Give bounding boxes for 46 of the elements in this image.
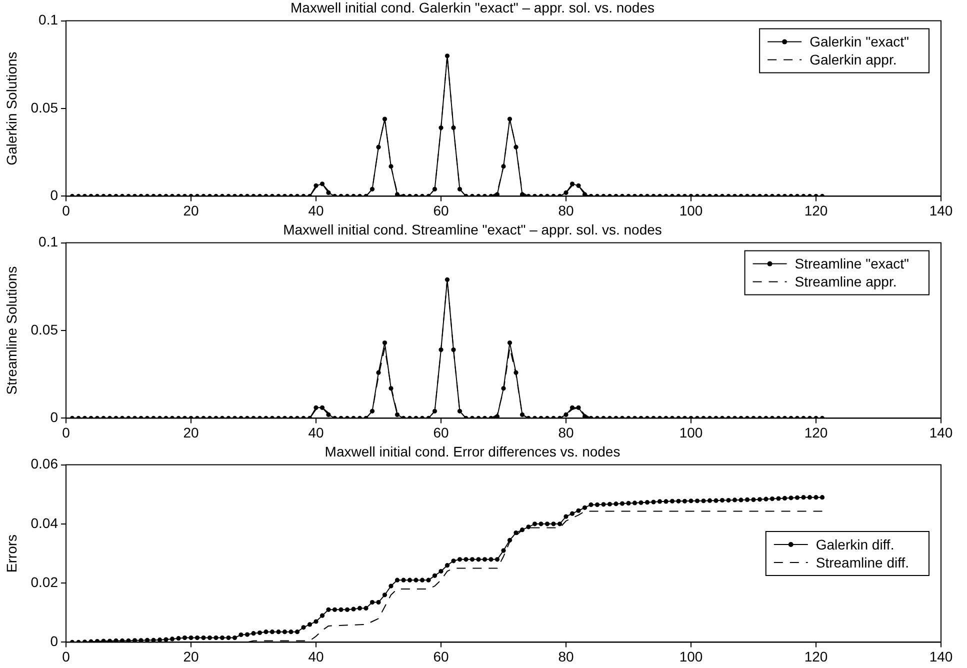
x-tick-label: 100 [679,424,703,440]
x-tick-label: 0 [62,648,70,664]
legend-label: Streamline "exact" [794,256,910,272]
x-tick-label: 140 [929,202,953,218]
y-axis-title: Errors [3,534,20,573]
x-tick-label: 140 [929,424,953,440]
x-tick-label: 120 [804,424,828,440]
x-tick-label: 40 [308,648,324,664]
y-tick-label: 0 [50,187,58,204]
x-tick-label: 80 [558,202,574,218]
x-tick-label: 120 [804,648,828,664]
x-tick-label: 60 [433,424,449,440]
legend-label: Galerkin appr. [810,52,897,68]
x-tick-label: 20 [183,424,199,440]
y-tick-label: 0 [50,633,58,650]
x-tick-label: 0 [62,202,70,218]
y-tick-label: 0.06 [30,456,58,472]
x-tick-label: 80 [558,648,574,664]
y-tick-label: 0.1 [38,234,58,250]
chart-title: Maxwell initial cond. Galerkin "exact" – appr. sol. vs. nodes [290,0,654,16]
x-tick-label: 20 [183,648,199,664]
legend-label: Streamline appr. [794,274,897,290]
legend-label: Galerkin "exact" [810,34,910,50]
x-tick-label: 80 [558,424,574,440]
y-tick-label: 0.04 [30,514,58,531]
legend-label: Streamline diff. [816,554,910,570]
x-tick-label: 60 [433,202,449,218]
y-tick-label: 0.05 [30,99,58,116]
y-axis-title: Streamline Solutions [3,266,20,395]
legend-label: Galerkin diff. [816,536,894,552]
x-tick-label: 100 [679,202,703,218]
y-tick-label: 0.05 [30,321,58,338]
x-tick-label: 40 [308,424,324,440]
x-tick-label: 100 [679,648,703,664]
y-tick-label: 0.02 [30,574,58,590]
x-tick-label: 20 [183,202,199,218]
x-tick-label: 0 [62,424,70,440]
x-tick-label: 40 [308,202,324,218]
y-axis-title: Galerkin Solutions [3,52,20,166]
chart-title: Maxwell initial cond. Streamline "exact" – appr. sol. vs. nodes [283,221,662,238]
x-tick-label: 120 [804,202,828,218]
x-tick-label: 140 [929,648,953,664]
chart-title: Maxwell initial cond. Error differences vs. nodes [324,443,620,460]
y-tick-label: 0 [50,409,58,426]
y-tick-label: 0.1 [38,12,58,28]
x-tick-label: 60 [433,648,449,664]
